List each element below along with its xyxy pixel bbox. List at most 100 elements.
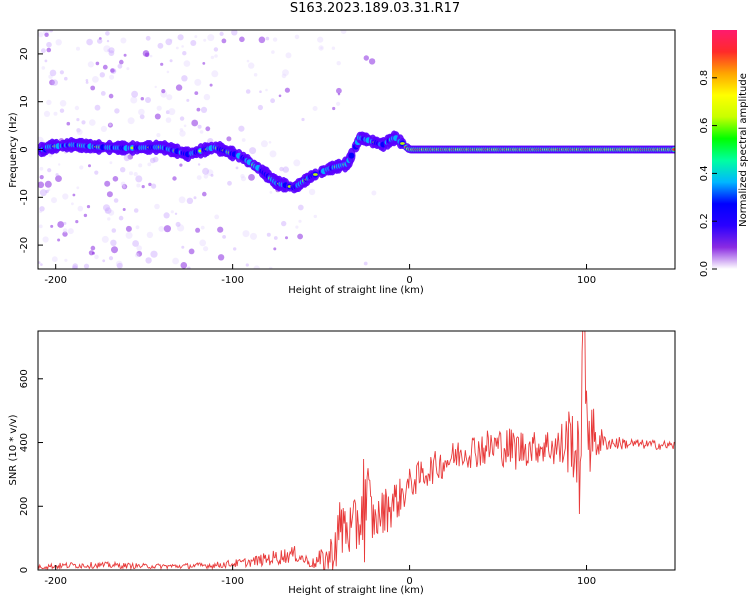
- noise-speckle: [148, 182, 152, 187]
- noise-speckle: [282, 166, 289, 173]
- noise-speckle: [186, 98, 190, 102]
- noise-speckle: [187, 266, 191, 269]
- noise-speckle: [293, 159, 301, 167]
- noise-speckle: [108, 123, 112, 127]
- noise-speckle: [107, 217, 111, 221]
- noise-speckle: [332, 106, 336, 111]
- colorbar-label: Normalized spectral amplitude: [738, 73, 749, 227]
- noise-speckle: [186, 197, 194, 204]
- noise-speckle: [249, 147, 257, 155]
- noise-speckle: [102, 259, 106, 263]
- noise-speckle: [235, 166, 239, 170]
- y-tick-label: 20: [19, 48, 30, 61]
- noise-speckle: [245, 89, 251, 94]
- noise-speckle: [297, 204, 304, 211]
- snr-marks: [38, 331, 675, 570]
- noise-speckle: [66, 121, 71, 126]
- noise-speckle: [49, 69, 57, 77]
- noise-speckle: [127, 117, 135, 125]
- noise-speckle: [188, 248, 195, 255]
- noise-speckle: [110, 68, 115, 73]
- noise-speckle: [213, 47, 219, 52]
- noise-speckle: [214, 214, 220, 220]
- noise-speckle: [203, 174, 209, 179]
- noise-speckle: [297, 233, 303, 240]
- noise-speckle: [183, 124, 187, 128]
- noise-speckle: [174, 212, 178, 215]
- y-tick-label: 0: [19, 567, 30, 573]
- noise-speckle: [90, 245, 96, 251]
- ridge-core: [348, 152, 355, 159]
- noise-speckle: [152, 156, 159, 163]
- noise-speckle: [233, 247, 237, 251]
- noise-speckle: [226, 136, 232, 142]
- noise-speckle: [71, 202, 74, 206]
- noise-speckle: [139, 114, 145, 120]
- noise-speckle: [169, 59, 173, 63]
- noise-speckle: [46, 99, 52, 106]
- noise-speckle: [103, 45, 111, 53]
- spectrogram-marks: [38, 30, 675, 269]
- noise-speckle: [221, 38, 227, 44]
- noise-speckle: [133, 172, 138, 177]
- noise-speckle: [265, 36, 270, 41]
- noise-speckle: [116, 262, 123, 269]
- noise-speckle: [39, 166, 44, 171]
- noise-speckle: [336, 61, 341, 66]
- noise-speckle: [154, 85, 157, 89]
- noise-speckle: [248, 62, 255, 69]
- noise-speckle: [76, 128, 81, 133]
- noise-speckle: [90, 85, 96, 91]
- noise-speckle: [39, 189, 47, 197]
- noise-speckle: [209, 83, 213, 87]
- y-tick-label: 400: [19, 433, 30, 452]
- noise-speckle: [83, 213, 88, 218]
- noise-speckle: [282, 69, 289, 76]
- noise-speckle: [50, 224, 54, 228]
- colorbar: 0.0 0.2 0.4 0.6 0.8 Normalized spectral ampl…: [699, 30, 749, 277]
- noise-speckle: [336, 87, 342, 94]
- noise-speckle: [179, 163, 183, 167]
- noise-speckle: [109, 161, 113, 165]
- noise-speckle: [179, 128, 184, 132]
- noise-speckle: [140, 97, 144, 101]
- noise-speckle: [39, 210, 42, 213]
- noise-speckle: [135, 225, 140, 230]
- spectrogram-x-ticks: -200 -100 0 100: [44, 264, 596, 286]
- colorbar-gradient: [712, 30, 737, 269]
- noise-speckle: [203, 93, 211, 101]
- noise-speckle: [41, 48, 46, 54]
- noise-speckle: [85, 79, 89, 82]
- noise-speckle: [81, 120, 86, 125]
- noise-speckle: [166, 94, 173, 101]
- noise-speckle: [122, 208, 126, 211]
- noise-speckle: [119, 59, 124, 65]
- noise-speckle: [112, 176, 119, 182]
- noise-speckle: [154, 203, 160, 210]
- noise-speckle: [129, 171, 133, 176]
- noise-speckle: [145, 97, 151, 103]
- noise-speckle: [72, 193, 76, 197]
- noise-speckle: [111, 246, 118, 254]
- noise-speckle: [47, 188, 51, 192]
- colorbar-tick-label: 0.2: [699, 213, 710, 229]
- noise-speckle: [77, 205, 84, 212]
- noise-speckle: [99, 72, 106, 78]
- noise-speckle: [123, 53, 127, 57]
- noise-speckle: [125, 225, 132, 232]
- noise-speckle: [107, 49, 110, 52]
- noise-speckle: [108, 256, 114, 261]
- snr-x-axis-label: Height of straight line (km): [288, 585, 424, 596]
- noise-speckle: [158, 226, 165, 232]
- noise-speckle: [104, 180, 111, 187]
- noise-speckle: [210, 173, 214, 177]
- noise-speckle: [200, 106, 208, 113]
- noise-speckle: [147, 162, 152, 167]
- noise-speckle: [308, 188, 316, 196]
- noise-speckle: [76, 118, 80, 122]
- noise-speckle: [106, 39, 110, 43]
- noise-speckle: [44, 180, 52, 188]
- noise-speckle: [253, 265, 260, 269]
- noise-speckle: [88, 164, 91, 168]
- noise-speckle: [86, 205, 91, 209]
